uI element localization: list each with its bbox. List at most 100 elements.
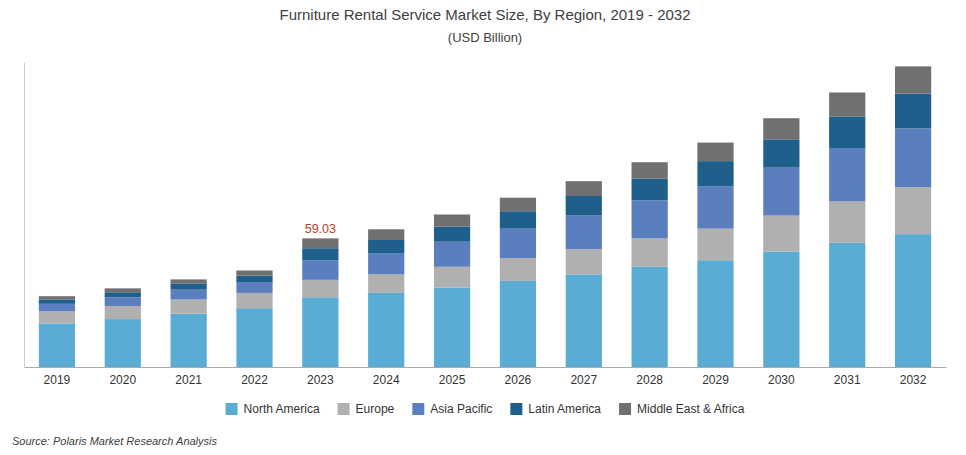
source: Source: Polaris Market Research Analysis [12, 435, 218, 447]
legend-label: Middle East & Africa [637, 402, 745, 416]
bar [829, 243, 865, 367]
x-tick-label: 2030 [768, 373, 795, 387]
bar [895, 66, 931, 93]
bar [566, 274, 602, 367]
bar [302, 260, 338, 280]
bar [105, 292, 141, 297]
x-tick: 2022 [241, 373, 268, 387]
bar [829, 116, 865, 148]
legend-label: North America [244, 402, 320, 416]
bar [566, 249, 602, 274]
bar [302, 238, 338, 248]
x-tick-label: 2031 [834, 373, 861, 387]
bar [632, 162, 668, 178]
bar [763, 118, 799, 139]
bar [105, 288, 141, 292]
bar [39, 304, 75, 312]
bar [697, 161, 733, 186]
bar [500, 229, 536, 258]
legend-swatch [412, 403, 424, 415]
x-tick-label: 2022 [241, 373, 268, 387]
bar [171, 284, 207, 290]
bar [500, 258, 536, 281]
x-tick: 2029 [702, 373, 729, 387]
x-tick-label: 2024 [373, 373, 400, 387]
bar [105, 319, 141, 367]
bar [566, 196, 602, 216]
x-tick: 2027 [570, 373, 597, 387]
x-tick-label: 2019 [44, 373, 71, 387]
y-axis-line [24, 63, 25, 368]
bar [895, 94, 931, 129]
bar [500, 281, 536, 367]
bar [829, 148, 865, 201]
bar [829, 201, 865, 242]
legend-swatch [510, 403, 522, 415]
annotation: 59.03 [305, 222, 336, 236]
bar [895, 128, 931, 187]
x-tick: 2023 [307, 373, 334, 387]
bar [368, 253, 404, 274]
legend-item: Europe [338, 402, 395, 416]
bar [697, 260, 733, 367]
bar [368, 229, 404, 240]
x-tick: 2026 [505, 373, 532, 387]
x-tick-label: 2027 [570, 373, 597, 387]
legend-label: Europe [356, 402, 395, 416]
legend-swatch [619, 403, 631, 415]
bar [39, 296, 75, 299]
bar [895, 187, 931, 234]
x-tick: 2025 [439, 373, 466, 387]
bar [39, 323, 75, 367]
x-axis-line [25, 367, 947, 368]
bar [632, 267, 668, 367]
x-tick-label: 2025 [439, 373, 466, 387]
bar [763, 168, 799, 216]
bar [171, 314, 207, 367]
bar [632, 200, 668, 238]
bar [500, 198, 536, 212]
legend-item: Middle East & Africa [619, 402, 745, 416]
x-tick-label: 2020 [109, 373, 136, 387]
bar [171, 299, 207, 313]
bar [368, 293, 404, 367]
x-tick-label: 2026 [505, 373, 532, 387]
bar [302, 280, 338, 297]
bars [39, 66, 931, 367]
bar [236, 293, 272, 308]
bar [697, 186, 733, 228]
bar [236, 270, 272, 275]
bar [566, 181, 602, 196]
bar [434, 226, 470, 241]
bar [368, 274, 404, 293]
bar [434, 242, 470, 267]
bar [697, 143, 733, 162]
title: Furniture Rental Service Market Size, By… [279, 6, 690, 23]
legend-item: Latin America [510, 402, 601, 416]
y-axis [24, 63, 25, 368]
subtitle: (USD Billion) [448, 30, 522, 45]
bar [105, 297, 141, 306]
bar [763, 216, 799, 252]
bar [566, 216, 602, 250]
bar [171, 290, 207, 300]
legend-item: Asia Pacific [412, 402, 492, 416]
x-axis: 2019202020212022202320242025202620272028… [25, 368, 947, 387]
bar [434, 267, 470, 288]
bar [39, 299, 75, 303]
bar [236, 282, 272, 293]
series [39, 128, 931, 311]
bar [171, 279, 207, 283]
bar [763, 252, 799, 367]
x-tick: 2020 [109, 373, 136, 387]
x-tick: 2028 [636, 373, 663, 387]
bar [697, 229, 733, 261]
legend: North America Europe Asia Pacific Latin Ame… [226, 402, 745, 416]
bar [302, 297, 338, 367]
legend-item: North America [226, 402, 320, 416]
x-tick: 2031 [834, 373, 861, 387]
legend-label: Asia Pacific [430, 402, 492, 416]
bar [895, 234, 931, 367]
bar [236, 308, 272, 367]
bar [39, 311, 75, 323]
